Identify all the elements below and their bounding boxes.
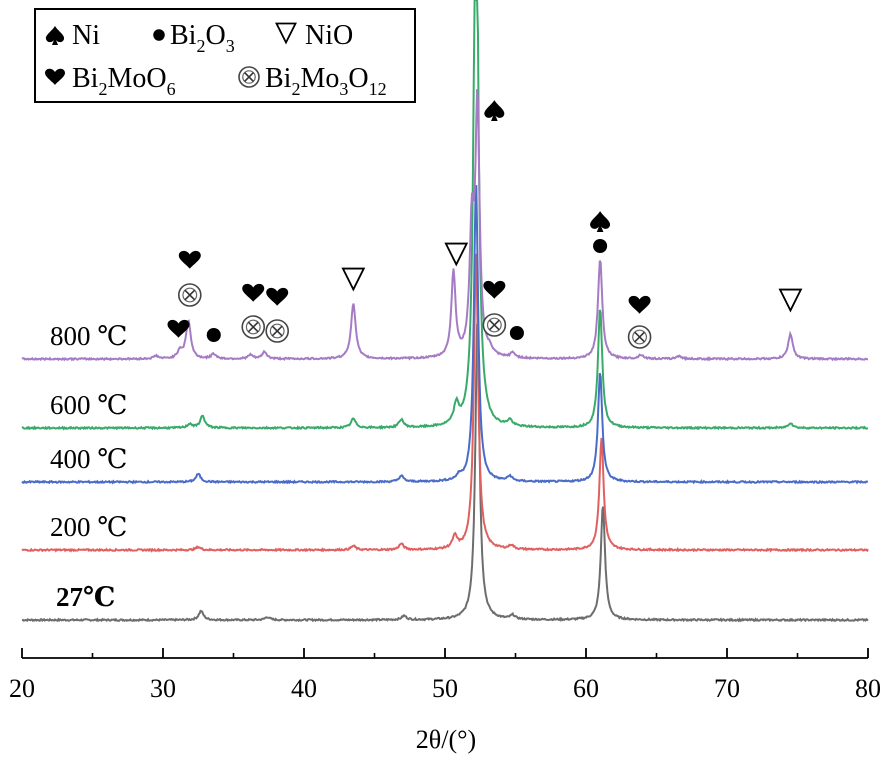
annotation-triangle-down-icon: [778, 288, 803, 313]
annotation-heart-icon: [483, 280, 506, 299]
legend: Ni Bi2O3 NiO Bi2MoO6 Bi2Mo3O12: [34, 8, 416, 103]
annotation-heart-icon: [266, 287, 289, 306]
sample-labels: 27℃ 200 ℃ 400 ℃ 600 ℃ 800 ℃: [50, 321, 127, 612]
annotation-dot-icon: [509, 325, 524, 341]
annotation-heart-icon: [167, 319, 190, 338]
annotation-heart-icon: [178, 250, 201, 269]
series-curves: [21, 0, 869, 623]
annotation-heart-icon: [628, 295, 651, 314]
annotation-otimes-icon: [241, 315, 266, 339]
series-line-3: [21, 0, 869, 431]
x-axis-label: 2θ/(°): [416, 725, 476, 754]
x-tick-label: 50: [432, 674, 458, 703]
legend-entry-label: Bi2O3: [170, 20, 235, 56]
x-tick-label: 20: [9, 674, 35, 703]
legend-box: [34, 8, 416, 103]
x-tick-label: 80: [855, 674, 881, 703]
x-tick-label: 30: [150, 674, 176, 703]
legend-dot-icon: [153, 29, 165, 41]
annotation-otimes-icon: [482, 313, 507, 337]
annotation-heart-icon: [242, 283, 265, 302]
legend-spade-icon: [45, 26, 65, 45]
annotation-dot-icon: [593, 238, 608, 254]
legend-entry-label: Bi2Mo3O12: [265, 63, 387, 99]
annotation-otimes-icon: [177, 283, 202, 307]
series-label-2: 400 ℃: [50, 444, 127, 474]
annotation-spade-icon: [590, 211, 611, 232]
legend-entry-label: Bi2MoO6: [72, 63, 176, 99]
series-label-1: 200 ℃: [50, 512, 127, 542]
annotation-triangle-down-icon: [444, 242, 469, 267]
legend-entry-label: NiO: [305, 20, 353, 51]
x-axis: 20 30 40 50 60 70 80: [9, 648, 881, 703]
legend-otimes-icon: [238, 66, 260, 88]
series-line-1: [21, 253, 869, 553]
legend-heart-icon: [45, 68, 65, 85]
annotation-otimes-icon: [265, 319, 290, 343]
annotation-otimes-icon: [627, 325, 652, 349]
series-label-0: 27℃: [56, 582, 115, 612]
series-line-2: [21, 185, 869, 485]
annotation-triangle-down-icon: [341, 267, 366, 292]
x-tick-label: 40: [291, 674, 317, 703]
series-label-3: 600 ℃: [50, 390, 127, 420]
legend-entry-label: Ni: [72, 20, 100, 51]
x-tick-label: 60: [573, 674, 599, 703]
annotation-dot-icon: [206, 327, 221, 343]
x-tick-label: 70: [714, 674, 740, 703]
annotation-spade-icon: [484, 100, 505, 121]
legend-triangle-down-icon: [275, 22, 297, 45]
series-line-4: [21, 89, 868, 362]
series-label-4: 800 ℃: [50, 321, 127, 351]
peak-annotations: [167, 100, 803, 349]
series-line-0: [21, 323, 869, 623]
